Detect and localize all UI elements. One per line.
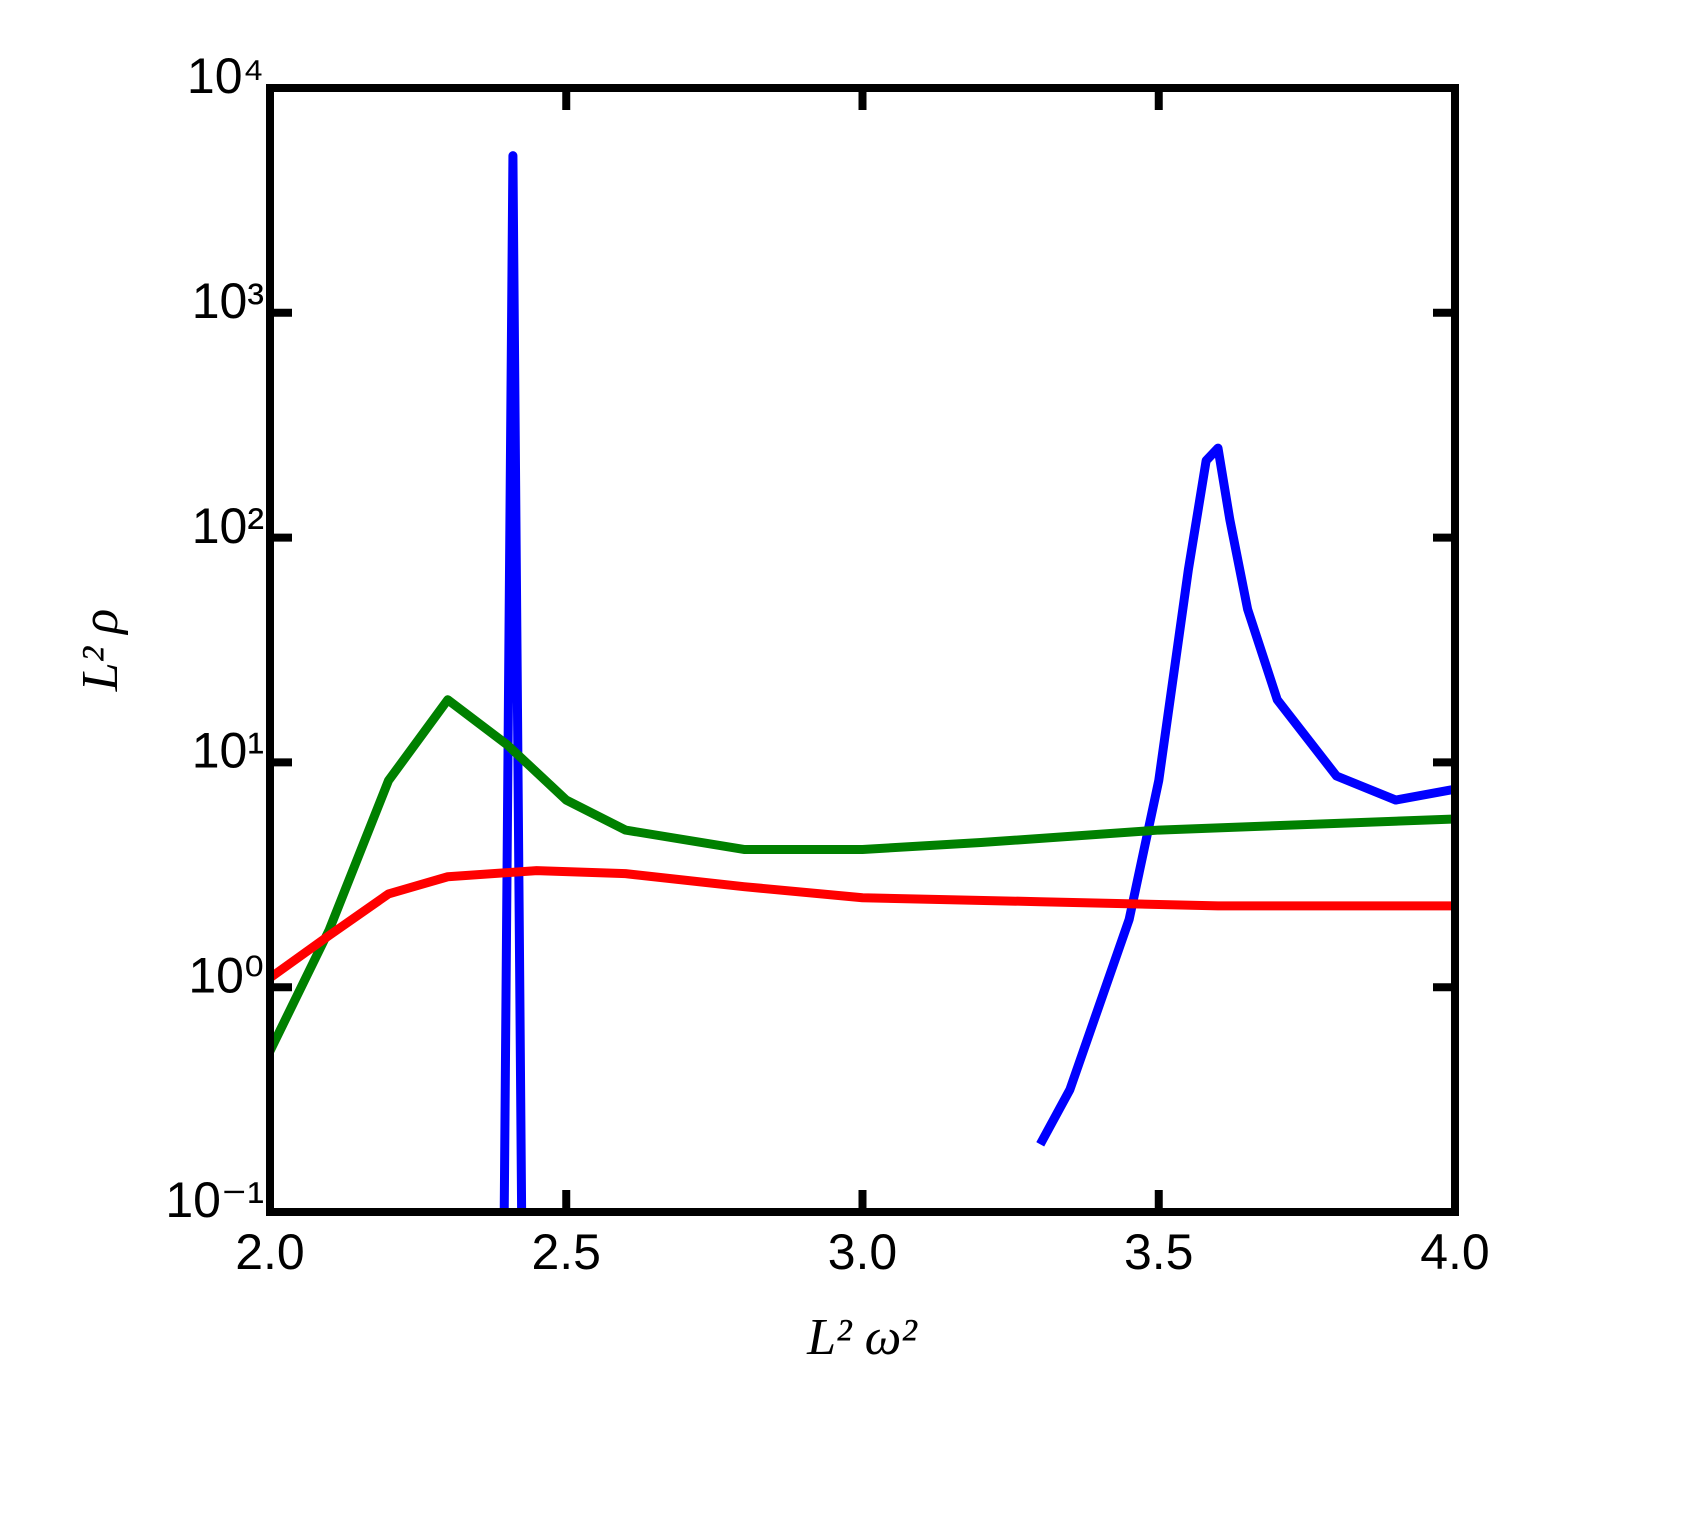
series-line (499, 151, 1455, 1212)
x-tick-label: 2.5 (531, 1224, 601, 1280)
y-tick-label: 10¹ (192, 723, 264, 779)
plot-lines (270, 151, 1455, 1212)
plot-frame (266, 84, 1459, 1216)
x-axis-label: L² ω² (806, 1309, 918, 1366)
series-line (270, 866, 1455, 982)
x-tick-label: 4.0 (1420, 1224, 1490, 1280)
x-tick-label: 3.5 (1124, 1224, 1194, 1280)
y-tick-label: 10⁻¹ (165, 1172, 264, 1228)
y-tick-label: 10² (192, 498, 264, 554)
y-tick-label: 10⁰ (188, 947, 264, 1003)
series-line (270, 695, 1455, 1054)
x-tick-label: 2.0 (235, 1224, 305, 1280)
x-tick-label: 3.0 (828, 1224, 898, 1280)
y-tick-label: 10³ (192, 273, 264, 329)
y-tick-label: 10⁴ (187, 48, 264, 104)
y-axis-label: L² ρ (72, 609, 129, 692)
